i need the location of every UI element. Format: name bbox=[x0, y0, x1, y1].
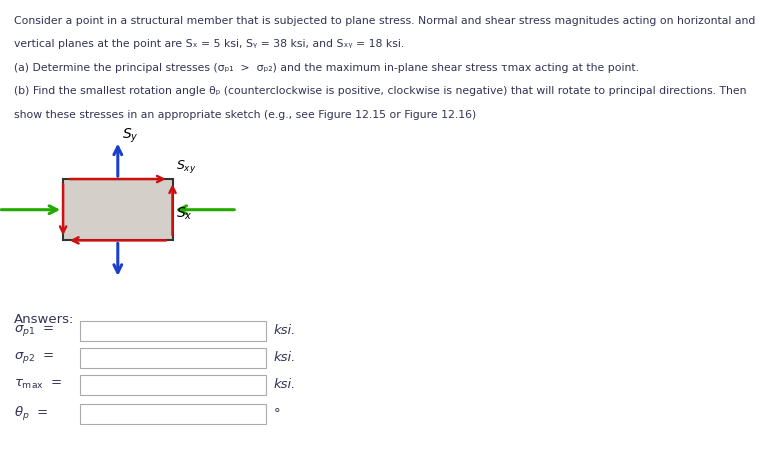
Text: show these stresses in an appropriate sketch (e.g., see Figure 12.15 or Figure 1: show these stresses in an appropriate sk… bbox=[14, 110, 476, 120]
Text: Answers:: Answers: bbox=[14, 313, 74, 327]
Text: ksi.: ksi. bbox=[274, 378, 296, 391]
Text: vertical planes at the point are Sₓ = 5 ksi, Sᵧ = 38 ksi, and Sₓᵧ = 18 ksi.: vertical planes at the point are Sₓ = 5 … bbox=[14, 39, 404, 49]
FancyBboxPatch shape bbox=[80, 375, 266, 395]
Text: Consider a point in a structural member that is subjected to plane stress. Norma: Consider a point in a structural member … bbox=[14, 16, 755, 26]
FancyBboxPatch shape bbox=[80, 321, 266, 341]
Text: $\theta_p$  =: $\theta_p$ = bbox=[14, 405, 48, 423]
Text: °: ° bbox=[274, 408, 280, 420]
Text: ksi.: ksi. bbox=[274, 324, 296, 337]
Text: $S_x$: $S_x$ bbox=[176, 205, 193, 221]
Text: $S_y$: $S_y$ bbox=[122, 127, 139, 145]
Text: $S_{xy}$: $S_{xy}$ bbox=[176, 158, 197, 175]
Text: $\tau_{\mathrm{max}}$  =: $\tau_{\mathrm{max}}$ = bbox=[14, 378, 62, 391]
FancyBboxPatch shape bbox=[80, 348, 266, 368]
Text: ksi.: ksi. bbox=[274, 351, 296, 364]
Text: $\sigma_{p2}$  =: $\sigma_{p2}$ = bbox=[14, 350, 55, 365]
FancyBboxPatch shape bbox=[80, 404, 266, 424]
Text: $\sigma_{p1}$  =: $\sigma_{p1}$ = bbox=[14, 323, 55, 338]
FancyBboxPatch shape bbox=[63, 179, 173, 240]
Text: (a) Determine the principal stresses (σₚ₁  >  σₚ₂) and the maximum in-plane shea: (a) Determine the principal stresses (σₚ… bbox=[14, 63, 638, 73]
Text: (b) Find the smallest rotation angle θₚ (counterclockwise is positive, clockwise: (b) Find the smallest rotation angle θₚ … bbox=[14, 86, 746, 96]
